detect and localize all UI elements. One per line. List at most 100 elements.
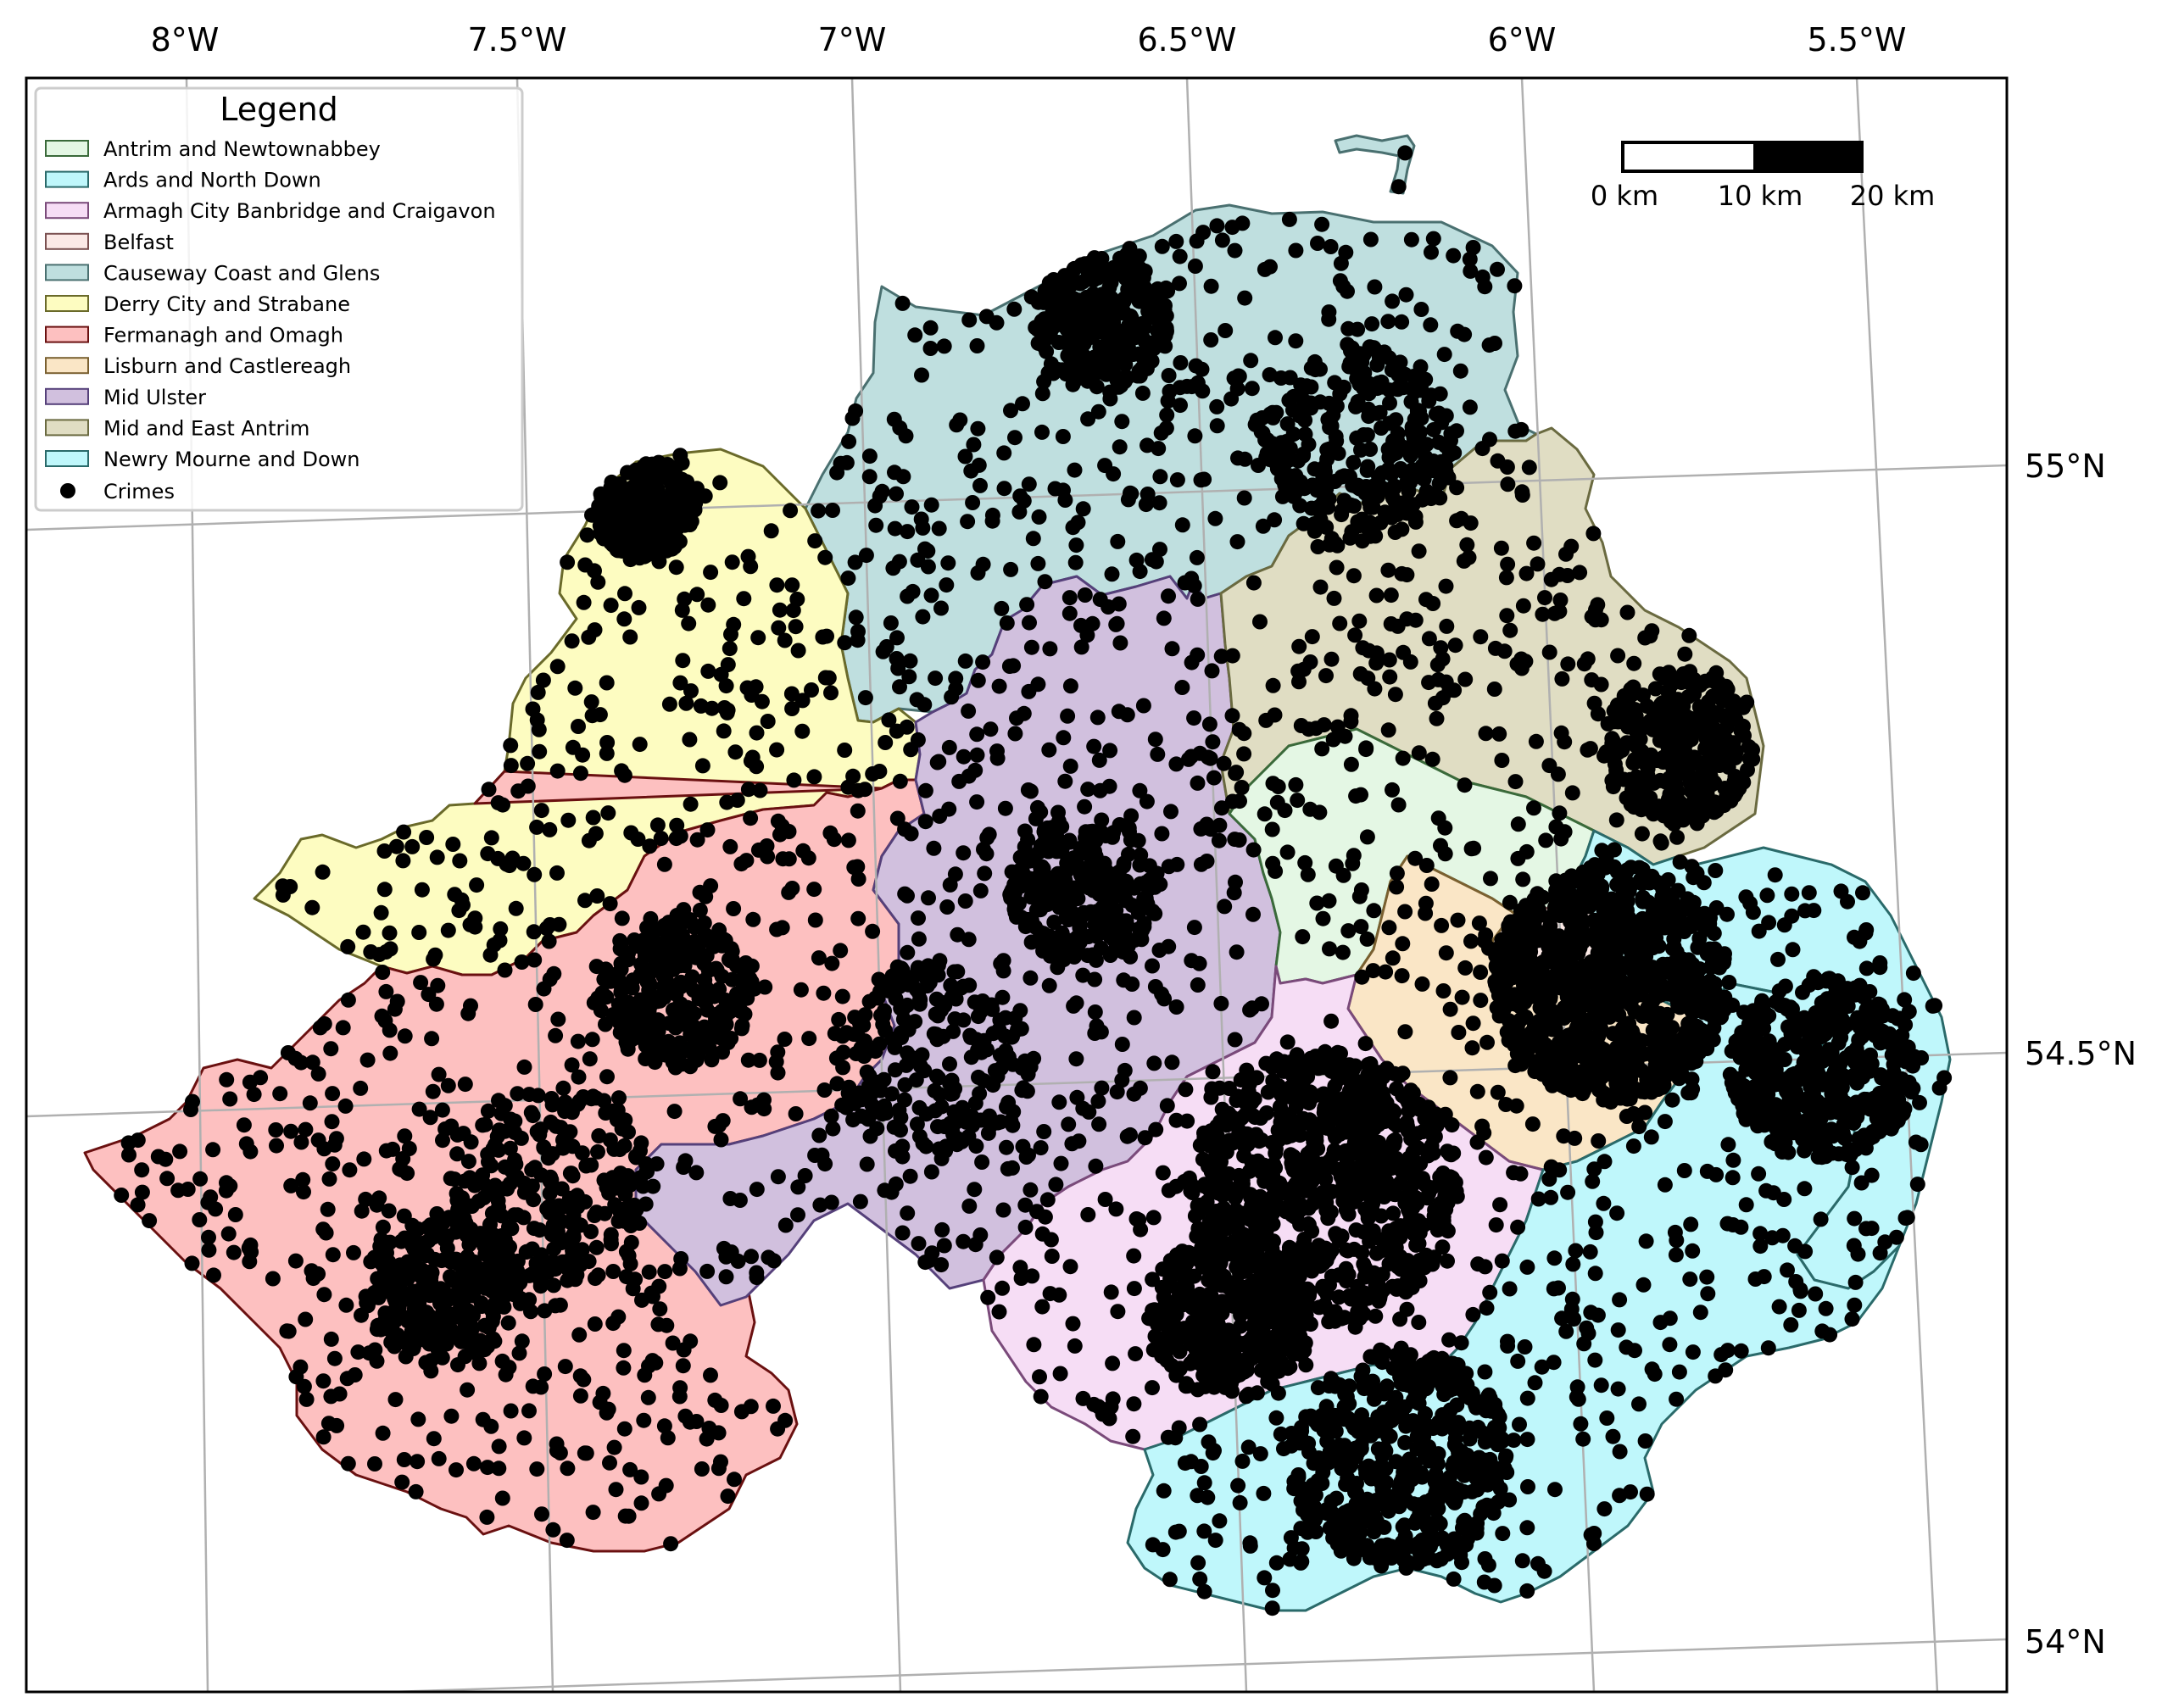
- crime-point: [1462, 399, 1478, 415]
- crime-point: [1023, 639, 1039, 655]
- crime-point: [310, 1065, 326, 1082]
- crime-point: [413, 975, 429, 991]
- crime-point: [1590, 924, 1606, 940]
- crime-point: [1785, 942, 1801, 958]
- crime-point: [533, 1379, 549, 1395]
- crime-point: [978, 846, 995, 862]
- crime-point: [1150, 746, 1166, 762]
- crime-point: [1327, 1146, 1343, 1162]
- crime-point: [910, 732, 926, 748]
- crime-point: [1437, 1188, 1453, 1204]
- crime-point: [744, 1249, 759, 1265]
- crime-point: [1091, 1116, 1107, 1132]
- crime-point: [1586, 1161, 1602, 1177]
- crime-point: [1098, 366, 1114, 382]
- crime-point: [1482, 1284, 1498, 1300]
- crime-point: [560, 812, 577, 828]
- crime-point: [1680, 1085, 1697, 1101]
- crime-point: [1519, 1390, 1535, 1406]
- crime-point: [1390, 797, 1407, 813]
- crime-point: [1462, 1431, 1478, 1447]
- crime-point: [783, 503, 799, 519]
- crime-point: [804, 682, 819, 698]
- crime-point: [1526, 960, 1542, 976]
- crime-point: [1343, 343, 1358, 359]
- crime-point: [850, 910, 866, 926]
- crime-point: [1067, 462, 1083, 478]
- crime-point: [1245, 575, 1262, 591]
- crime-point: [665, 500, 681, 516]
- crime-point: [957, 448, 973, 465]
- crime-point: [114, 1188, 130, 1203]
- crime-point: [1394, 968, 1410, 984]
- crime-point: [1314, 741, 1330, 757]
- crime-point: [1446, 445, 1463, 461]
- crime-point: [396, 1452, 412, 1467]
- crime-point: [1513, 1166, 1529, 1182]
- crime-point: [586, 507, 602, 522]
- crime-point: [1526, 535, 1542, 551]
- crime-point: [980, 1289, 996, 1305]
- crime-point: [861, 469, 878, 485]
- crime-point: [678, 505, 694, 520]
- crime-point: [1708, 1166, 1725, 1182]
- crime-point: [1396, 644, 1412, 660]
- crime-point: [1708, 863, 1724, 878]
- crime-point: [1615, 931, 1631, 947]
- crime-point: [1471, 915, 1487, 932]
- crime-point: [1446, 1145, 1462, 1161]
- crime-point: [1294, 1115, 1310, 1132]
- crime-point: [642, 838, 658, 854]
- crime-point: [983, 721, 999, 737]
- crime-point: [1672, 999, 1688, 1015]
- crime-point: [1585, 1173, 1601, 1189]
- crime-point: [689, 832, 705, 848]
- crime-point: [814, 1147, 830, 1163]
- crime-point: [1021, 476, 1037, 492]
- crime-point: [1718, 998, 1734, 1014]
- crime-point: [900, 887, 915, 904]
- crime-point: [902, 1168, 918, 1184]
- crime-point: [514, 1333, 530, 1349]
- crime-point: [1491, 1008, 1507, 1024]
- crime-point: [939, 899, 956, 915]
- crime-point: [1776, 917, 1792, 933]
- crime-point: [1117, 1062, 1133, 1078]
- crime-point: [975, 556, 991, 572]
- crime-point: [941, 801, 957, 817]
- crime-point: [1720, 1137, 1736, 1153]
- crime-point: [885, 560, 901, 576]
- crime-point: [1281, 211, 1297, 227]
- crime-point: [1385, 481, 1401, 497]
- crime-point: [844, 410, 861, 426]
- crime-point: [355, 924, 371, 940]
- crime-point: [712, 475, 728, 491]
- crime-point: [1541, 930, 1557, 946]
- crime-point: [1560, 1184, 1576, 1200]
- crime-point: [315, 1429, 332, 1445]
- crime-point: [892, 679, 907, 695]
- crime-point: [1684, 859, 1700, 875]
- crime-point: [788, 1106, 804, 1121]
- crime-point: [1006, 301, 1022, 317]
- crime-point: [618, 1269, 634, 1285]
- crime-point: [495, 797, 510, 813]
- crime-point: [268, 1122, 284, 1138]
- crime-point: [655, 523, 671, 539]
- crime-point: [1662, 1043, 1677, 1059]
- crime-point: [1190, 977, 1206, 993]
- crime-point: [410, 1454, 426, 1470]
- crime-point: [1204, 663, 1220, 679]
- crime-point: [1282, 440, 1298, 456]
- crime-point: [1801, 885, 1817, 901]
- crime-point: [1201, 716, 1218, 732]
- crime-point: [1348, 788, 1364, 804]
- crime-point: [1068, 537, 1084, 554]
- crime-point: [1070, 515, 1086, 531]
- crime-point: [1409, 1195, 1425, 1211]
- crime-point: [692, 902, 708, 918]
- crime-point: [1347, 355, 1363, 371]
- crime-point: [766, 1398, 781, 1414]
- crime-point: [1543, 1189, 1559, 1205]
- crime-point: [834, 988, 850, 1004]
